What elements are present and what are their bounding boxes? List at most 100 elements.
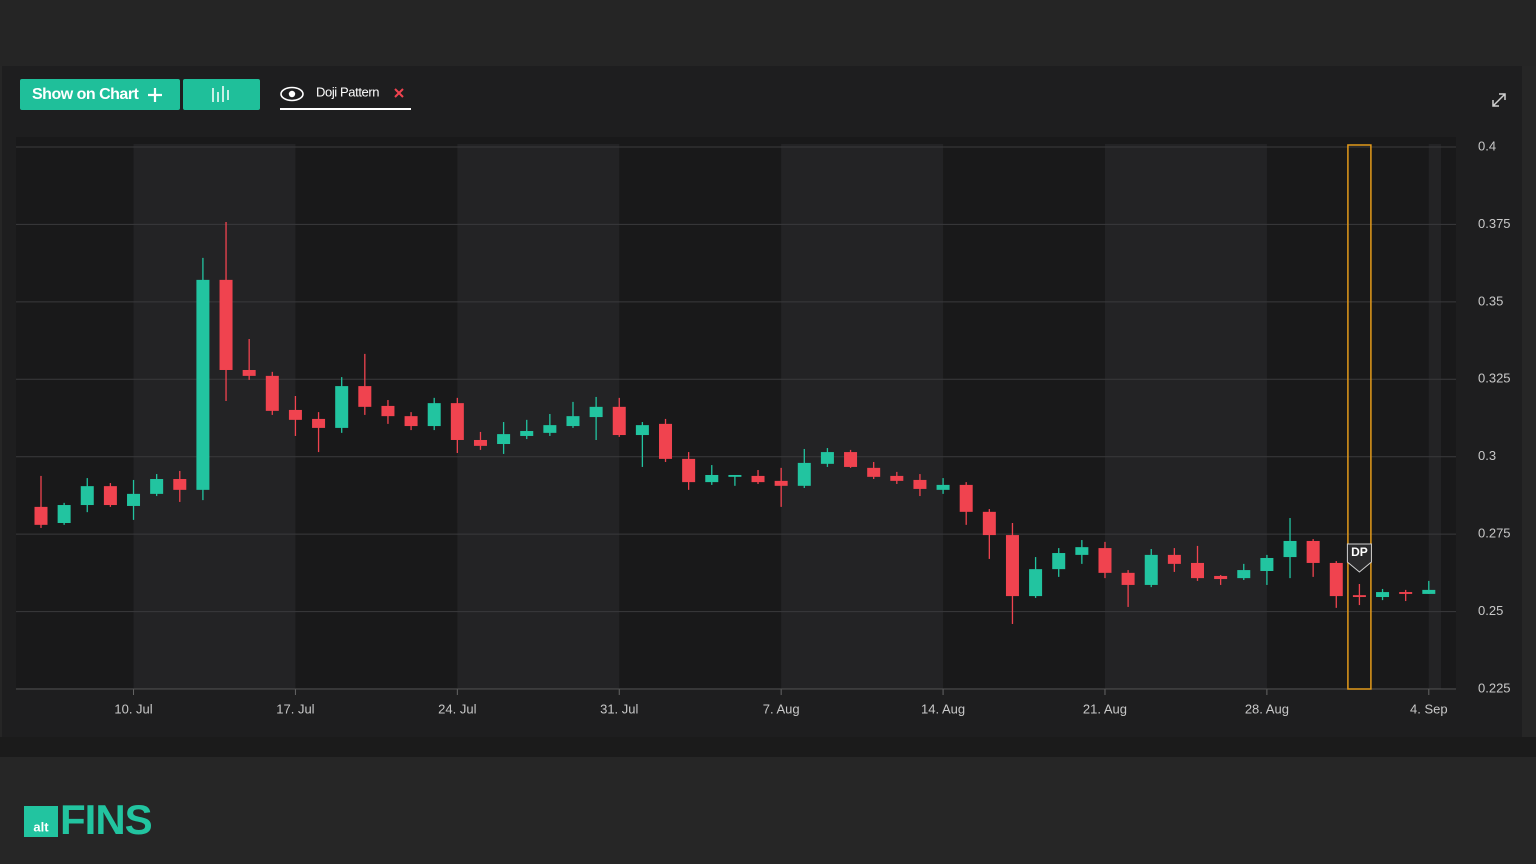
x-tick-label: 7. Aug [763,701,800,716]
candle-body [173,479,187,490]
pattern-marker [1346,543,1372,573]
candle-body [913,479,927,489]
candle-type-button[interactable] [183,79,260,110]
tag-underline [280,108,411,110]
divider [0,737,1536,757]
pattern-highlight [1347,144,1372,690]
candle-body [890,475,904,481]
y-tick-label: 0.3 [1478,448,1496,463]
candle-body [589,406,603,418]
candle-body [1352,595,1366,598]
candle-body [127,493,141,506]
candle-body [57,505,71,523]
week-band [1104,144,1267,689]
candle-body [1422,589,1436,594]
candle-body [150,479,164,494]
candle-body [1260,557,1274,571]
candle-body [34,506,48,525]
candle-body [1329,562,1343,597]
candle-body [265,375,279,411]
candle-body [982,511,996,536]
candle-body [1167,554,1181,564]
candle-body [473,439,487,446]
candle-body [1075,547,1089,555]
candle-body [288,409,302,420]
logo-badge [24,806,58,837]
indicator-tag[interactable]: Doji Pattern [280,84,411,110]
candle-body [450,403,464,440]
pattern-marker-label: DP [1351,545,1368,559]
candle-body [659,423,673,459]
button-bg [183,79,260,110]
candle-body [728,474,742,477]
y-tick-label: 0.325 [1478,371,1511,386]
x-tick-label: 14. Aug [921,701,965,716]
candle-body [1191,562,1204,579]
logo-badge-text: alt [33,819,49,834]
candle-body [1005,535,1019,597]
expand-icon[interactable] [1492,93,1506,107]
candle-body [381,405,395,417]
x-tick-label: 24. Jul [438,701,476,716]
y-tick-label: 0.225 [1478,680,1511,695]
eye-icon [280,86,304,102]
x-tick-label: 4. Sep [1410,701,1448,716]
candle-body [1376,592,1390,598]
candle-body [1306,540,1320,563]
y-tick-label: 0.375 [1478,216,1511,231]
x-tick-label: 10. Jul [114,701,152,716]
candle-body [219,279,233,370]
candle-icon [212,86,229,102]
y-tick-label: 0.25 [1478,603,1503,618]
candle-body [520,431,534,436]
candle-body [797,462,811,486]
candle-body [867,467,881,477]
candle-body [1121,572,1135,585]
candle-body [1399,592,1413,594]
candle-body [1029,569,1043,597]
eye-pupil [288,90,296,98]
y-tick-label: 0.4 [1478,138,1496,153]
week-band [1428,144,1441,689]
candle-body [103,486,117,506]
candle-body [936,484,950,490]
candle-body [1098,548,1112,573]
top-bar [0,0,1536,66]
candle-body [196,279,210,490]
button-bg [20,79,180,110]
candle-body [1144,554,1158,585]
candle-body [1052,553,1066,570]
candle-body [80,486,94,506]
candle-body [566,416,580,427]
candle-body [635,425,649,436]
logo: alt FINS [24,796,153,843]
candle-body [751,475,765,483]
candles: DP [34,144,1436,690]
indicator-label: Doji Pattern [316,84,379,99]
show-on-chart-button[interactable]: Show on Chart [20,79,180,110]
candle-body [1237,570,1251,579]
candle-body [959,484,973,512]
week-band [133,144,296,689]
candle-body [844,452,858,467]
candle-body [497,434,511,445]
x-tick-label: 28. Aug [1245,701,1289,716]
plus-icon [148,88,162,102]
y-tick-label: 0.275 [1478,526,1511,541]
candle-body [358,386,372,407]
x-tick-label: 21. Aug [1083,701,1127,716]
y-tick-label: 0.35 [1478,293,1503,308]
candle-body [820,452,834,464]
candle-body [705,474,719,483]
grid: 0.225 0.25 0.275 0.3 0.325 0.35 0.375 0.4 10. Ju… [16,138,1511,716]
candle-body [312,418,326,428]
x-tick-label: 17. Jul [276,701,314,716]
candle-body [1283,540,1297,558]
candle-body [335,386,349,428]
candle-body [774,480,788,486]
candle-body [612,406,626,436]
candle-body [1214,575,1228,580]
week-bands [133,144,1441,689]
remove-icon[interactable] [394,88,404,98]
